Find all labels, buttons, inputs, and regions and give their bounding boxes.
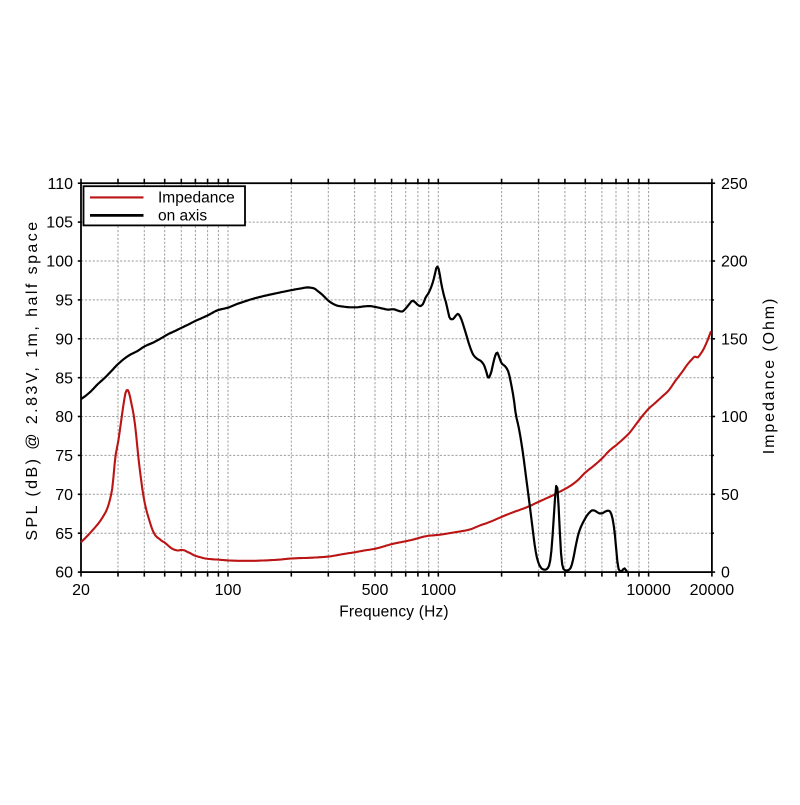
- svg-text:Frequency (Hz): Frequency (Hz): [339, 604, 449, 621]
- svg-text:60: 60: [55, 565, 73, 582]
- svg-text:on axis: on axis: [158, 208, 207, 225]
- svg-text:200: 200: [721, 254, 748, 271]
- svg-text:100: 100: [215, 582, 242, 599]
- svg-text:100: 100: [721, 409, 748, 426]
- svg-text:105: 105: [46, 215, 73, 232]
- svg-text:20: 20: [72, 582, 90, 599]
- svg-text:250: 250: [721, 176, 748, 193]
- svg-text:90: 90: [55, 331, 73, 348]
- svg-text:0: 0: [721, 565, 730, 582]
- svg-text:110: 110: [47, 176, 73, 193]
- svg-text:95: 95: [55, 293, 73, 310]
- svg-text:500: 500: [362, 582, 389, 599]
- svg-text:70: 70: [55, 487, 73, 504]
- svg-text:SPL (dB) @ 2.83V, 1m, half spa: SPL (dB) @ 2.83V, 1m, half space: [24, 219, 41, 540]
- svg-text:150: 150: [721, 331, 748, 348]
- svg-text:100: 100: [46, 254, 73, 271]
- svg-text:65: 65: [55, 526, 73, 543]
- svg-text:75: 75: [55, 448, 73, 465]
- svg-text:10000: 10000: [626, 582, 671, 599]
- svg-text:1000: 1000: [421, 582, 457, 599]
- svg-text:80: 80: [55, 409, 73, 426]
- svg-text:Impedance (Ohm): Impedance (Ohm): [761, 297, 778, 454]
- svg-text:20000: 20000: [690, 582, 735, 599]
- svg-text:85: 85: [55, 370, 73, 387]
- svg-text:Impedance: Impedance: [158, 190, 235, 207]
- svg-text:50: 50: [721, 487, 739, 504]
